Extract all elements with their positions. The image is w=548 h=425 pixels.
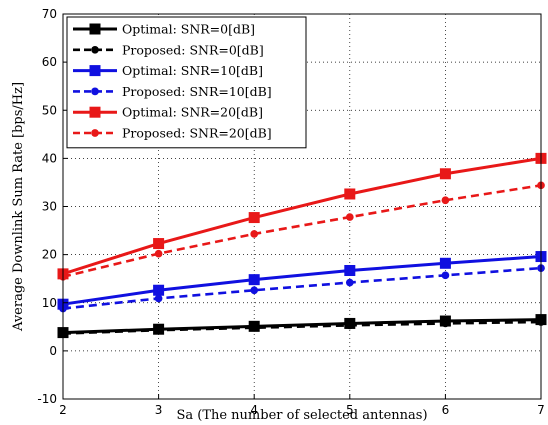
- data-point: [439, 168, 451, 180]
- x-tick-label: 4: [250, 403, 258, 417]
- legend-label: Optimal: SNR=0[dB]: [122, 22, 255, 37]
- y-tick-label: 50: [42, 103, 57, 117]
- data-point: [250, 286, 259, 295]
- legend-swatch-marker: [91, 87, 99, 96]
- y-tick-label: 0: [49, 344, 57, 358]
- legend-swatch-marker: [89, 106, 101, 118]
- legend-label: Proposed: SNR=10[dB]: [122, 84, 272, 99]
- legend-label: Optimal: SNR=10[dB]: [122, 63, 263, 78]
- data-point: [154, 326, 163, 335]
- x-tick-label: 2: [59, 403, 67, 417]
- data-point: [345, 321, 354, 330]
- series-6: [59, 181, 545, 281]
- tick-labels: 2 3 4 5 6 7 -10 0 10 20 30 40 50 60 70: [37, 7, 544, 417]
- legend-item: Optimal: SNR=10[dB]: [73, 63, 263, 78]
- data-point: [153, 238, 165, 250]
- x-tick-label: 5: [346, 403, 354, 417]
- data-point: [154, 294, 163, 303]
- data-point: [153, 284, 165, 296]
- y-tick-label: 20: [42, 248, 57, 262]
- series-line: [62, 255, 542, 306]
- legend-swatch-marker: [89, 23, 101, 35]
- y-tick-label: 40: [42, 151, 57, 165]
- data-point: [441, 271, 450, 280]
- legend-item: Optimal: SNR=0[dB]: [73, 22, 255, 37]
- data-point: [441, 196, 450, 205]
- data-point: [345, 213, 354, 221]
- legend-label: Proposed: SNR=20[dB]: [122, 126, 272, 141]
- legend-label: Optimal: SNR=20[dB]: [122, 105, 263, 120]
- legend-swatch-marker: [91, 129, 99, 137]
- legend-item: Proposed: SNR=20[dB]: [73, 126, 272, 141]
- series-layer: [57, 152, 547, 339]
- legend-swatch-marker: [91, 45, 99, 54]
- x-tick-label: 7: [537, 403, 545, 417]
- data-point: [250, 323, 259, 332]
- legend-label: Proposed: SNR=0[dB]: [122, 42, 264, 57]
- data-point: [154, 249, 163, 258]
- legend-item: Optimal: SNR=20[dB]: [73, 105, 263, 120]
- series-line: [62, 320, 542, 335]
- legend-box: [66, 16, 307, 149]
- y-tick-label: -10: [37, 392, 57, 406]
- data-point: [248, 274, 260, 286]
- legend: Optimal: SNR=0[dB] Proposed: SNR=0[dB] Opt…: [66, 16, 307, 149]
- data-point: [345, 278, 354, 287]
- x-axis-label: Sa (The number of selected antennas): [176, 408, 427, 423]
- series-line: [62, 156, 542, 276]
- series-line: [62, 184, 542, 279]
- x-tick-label: 6: [442, 403, 450, 417]
- x-tick-label: 3: [155, 403, 163, 417]
- data-point: [439, 257, 451, 269]
- y-tick-label: 10: [42, 296, 57, 310]
- data-point: [248, 212, 260, 224]
- data-point: [250, 230, 259, 238]
- data-point: [441, 319, 450, 328]
- legend-item: Proposed: SNR=10[dB]: [73, 84, 272, 99]
- y-axis-label: Average Downlink Sum Rate [bps/Hz]: [11, 82, 26, 332]
- y-tick-label: 60: [42, 55, 57, 69]
- series-4: [59, 264, 545, 313]
- series-2: [59, 318, 545, 338]
- data-point: [344, 188, 356, 200]
- series-line: [62, 266, 542, 310]
- y-tick-label: 70: [42, 7, 57, 21]
- legend-swatch-marker: [89, 65, 101, 77]
- legend-item: Proposed: SNR=0[dB]: [73, 42, 264, 57]
- y-tick-label: 30: [42, 200, 57, 214]
- data-point: [344, 265, 356, 277]
